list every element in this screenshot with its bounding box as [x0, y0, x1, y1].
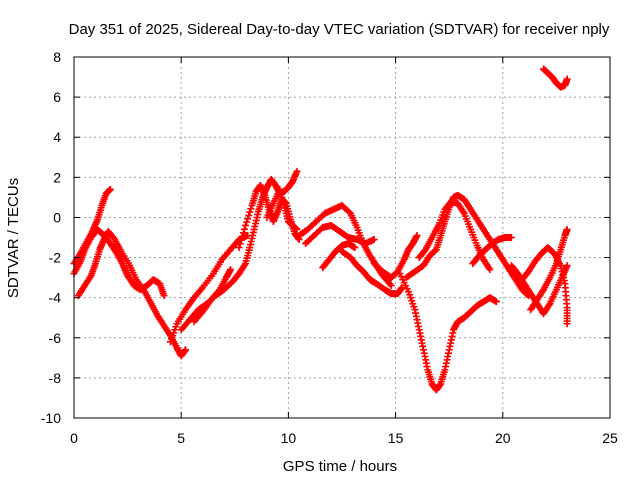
data-point [563, 320, 571, 328]
series-m [370, 231, 421, 282]
series-t [527, 225, 571, 314]
y-tick-label: -8 [49, 370, 62, 386]
plot-frame [73, 56, 611, 419]
data-point [563, 225, 571, 233]
x-axis-label: GPS time / hours [283, 458, 397, 475]
data-layer [70, 65, 571, 394]
series-h [263, 185, 301, 233]
data-point [486, 266, 494, 274]
data-point [244, 215, 252, 223]
x-tick-label: 25 [602, 430, 618, 446]
x-tick-label: 15 [388, 430, 404, 446]
data-point [243, 218, 251, 226]
data-point [240, 225, 248, 233]
data-point [563, 262, 571, 270]
data-point [245, 211, 253, 219]
data-point [227, 266, 235, 274]
y-tick-label: -6 [49, 330, 62, 346]
y-tick-label: 6 [53, 89, 61, 105]
y-axis-label: SDTVAR / TECUs [5, 178, 22, 298]
series-l [338, 248, 406, 298]
data-point [236, 240, 244, 248]
data-point [242, 221, 250, 229]
data-point [239, 229, 247, 237]
series-a [70, 185, 114, 268]
series-b [70, 225, 168, 300]
series-q [469, 234, 515, 268]
tick-layer [73, 56, 611, 419]
y-tick-label: -4 [49, 290, 62, 306]
series-n [396, 270, 500, 394]
y-tick-label: -2 [49, 250, 62, 266]
data-point [246, 208, 254, 216]
data-point [237, 236, 245, 244]
x-tick-labels: 0 5 10 15 20 25 [70, 430, 618, 446]
data-point [370, 236, 378, 244]
y-tick-label: 8 [53, 49, 61, 65]
series-g [235, 181, 303, 252]
chart-title: Day 351 of 2025, Sidereal Day-to-day VTE… [69, 21, 610, 38]
data-point [413, 231, 421, 239]
data-point [387, 282, 395, 290]
y-tick-label: 4 [53, 129, 61, 145]
data-point [106, 185, 114, 193]
series-f [190, 266, 235, 326]
y-tick-labels: -10 -8 -6 -4 -2 0 2 4 6 8 [41, 49, 61, 426]
data-point [351, 244, 359, 252]
data-point [247, 205, 255, 213]
data-point [563, 75, 571, 83]
series-u [540, 65, 571, 91]
series-o [402, 191, 533, 300]
data-point [293, 225, 301, 233]
data-point [507, 234, 515, 241]
x-tick-label: 0 [70, 430, 78, 446]
data-point [238, 232, 246, 240]
data-point [181, 346, 189, 354]
x-tick-label: 20 [495, 430, 511, 446]
data-point [345, 208, 353, 216]
y-tick-label: 2 [53, 169, 61, 185]
series-s [518, 244, 571, 328]
series-k [319, 240, 359, 272]
series-r [507, 262, 571, 318]
data-point [293, 167, 301, 175]
grid-layer [74, 57, 610, 418]
data-point [398, 284, 406, 292]
x-tick-label: 5 [177, 430, 185, 446]
data-point [235, 244, 243, 252]
x-tick-label: 10 [281, 430, 297, 446]
y-tick-label: 0 [53, 209, 61, 225]
data-point [160, 292, 168, 300]
series-c [74, 227, 189, 360]
data-point [492, 298, 500, 306]
y-tick-label: -10 [41, 410, 61, 426]
